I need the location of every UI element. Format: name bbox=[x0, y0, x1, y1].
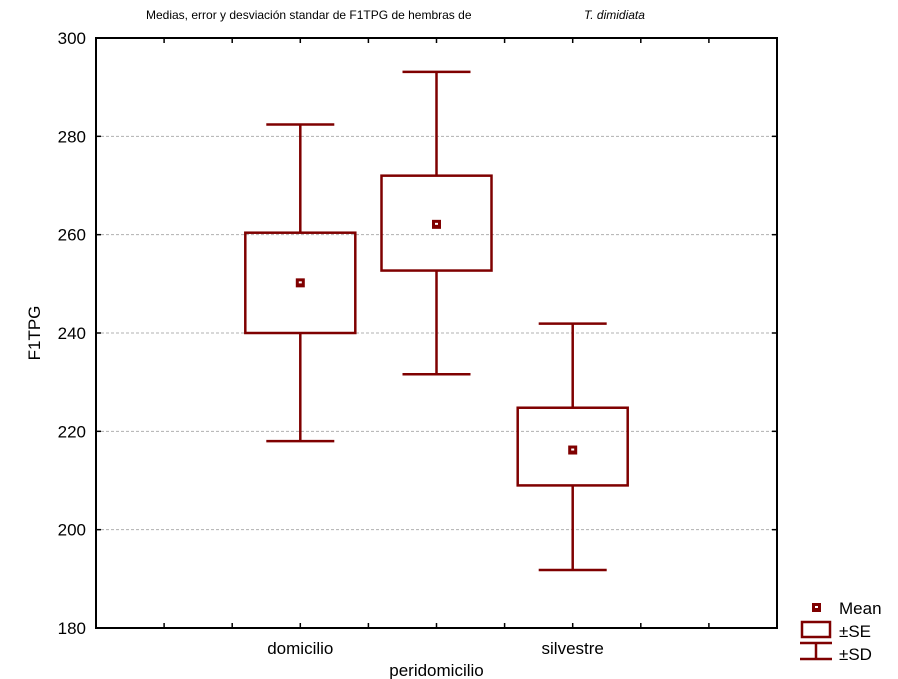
y-tick-label: 240 bbox=[58, 324, 86, 343]
x-axis: domicilio peridomicilio silvestre bbox=[163, 38, 710, 679]
box-plot-series bbox=[244, 70, 629, 572]
chart-title: Medias, error y desviación standar de F1… bbox=[146, 8, 472, 22]
se-box bbox=[244, 231, 357, 335]
mean-marker-dot bbox=[571, 448, 575, 451]
mean-marker-dot bbox=[435, 222, 438, 225]
legend-se-box bbox=[800, 620, 832, 639]
y-tick-label: 220 bbox=[58, 422, 86, 441]
legend-se-label: ±SE bbox=[839, 622, 871, 641]
y-tick-label: 260 bbox=[58, 226, 86, 245]
y-tick-label: 180 bbox=[58, 619, 86, 638]
mean-marker-dot bbox=[298, 281, 302, 284]
legend: Mean ±SE ±SD bbox=[800, 599, 882, 664]
legend-mean-marker-dot bbox=[815, 606, 818, 608]
x-category-label: peridomicilio bbox=[389, 661, 483, 679]
x-category-label: silvestre bbox=[542, 639, 604, 658]
y-tick-label: 280 bbox=[58, 127, 86, 146]
legend-mean-label: Mean bbox=[839, 599, 882, 618]
se-box bbox=[516, 406, 629, 487]
legend-sd-label: ±SD bbox=[839, 645, 872, 664]
chart-title-italic: T. dimidiata bbox=[584, 8, 645, 22]
y-axis-title: F1TPG bbox=[25, 306, 44, 361]
y-tick-label: 300 bbox=[58, 29, 86, 48]
y-axis: 180 200 220 240 260 280 300 bbox=[58, 29, 777, 638]
se-box bbox=[380, 174, 493, 272]
y-tick-label: 200 bbox=[58, 521, 86, 540]
x-category-label: domicilio bbox=[267, 639, 333, 658]
